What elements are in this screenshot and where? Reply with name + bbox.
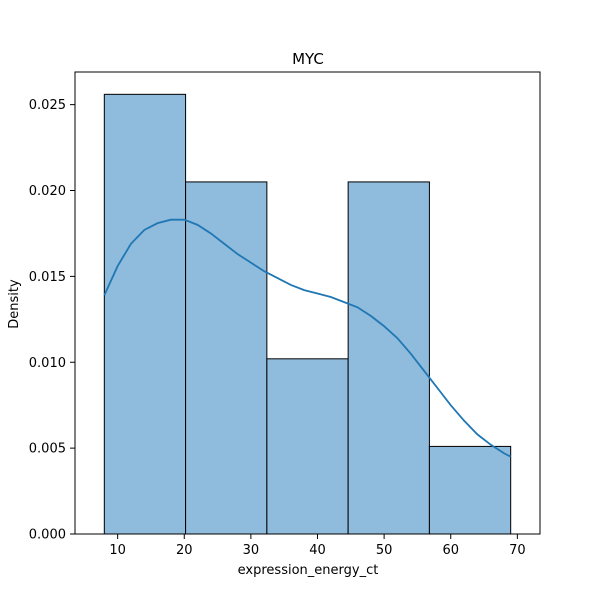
y-tick-label: 0.025 — [29, 98, 66, 113]
x-tick-label: 10 — [109, 543, 126, 558]
histogram-bar-1 — [103, 93, 187, 535]
y-tick-label: 0.000 — [29, 528, 66, 543]
kde-line — [103, 218, 512, 458]
y-tick-label: 0.010 — [29, 356, 66, 371]
x-tick-label: 50 — [376, 543, 393, 558]
histogram-bar-4 — [347, 181, 430, 535]
x-tick-label: 60 — [442, 543, 459, 558]
x-tick-label: 70 — [509, 543, 526, 558]
histogram-bar-5 — [428, 445, 512, 535]
chart-title: MYC — [292, 50, 324, 68]
y-tick-label: 0.005 — [29, 442, 66, 457]
x-tick-label: 30 — [243, 543, 260, 558]
histogram-bar-2 — [185, 181, 268, 535]
plot-frame — [74, 71, 541, 535]
y-axis-label: Density — [7, 279, 22, 329]
x-axis-ticks: 10 20 30 40 50 60 70 — [109, 534, 526, 558]
y-axis-ticks: 0.000 0.005 0.010 0.015 0.020 0.025 — [29, 98, 75, 543]
x-tick-label: 20 — [176, 543, 193, 558]
y-tick-label: 0.015 — [29, 270, 66, 285]
x-tick-label: 40 — [309, 543, 326, 558]
y-tick-label: 0.020 — [29, 184, 66, 199]
x-axis-label: expression_energy_ct — [238, 563, 379, 578]
bars-group — [103, 93, 512, 535]
histogram-bar-3 — [266, 358, 349, 535]
